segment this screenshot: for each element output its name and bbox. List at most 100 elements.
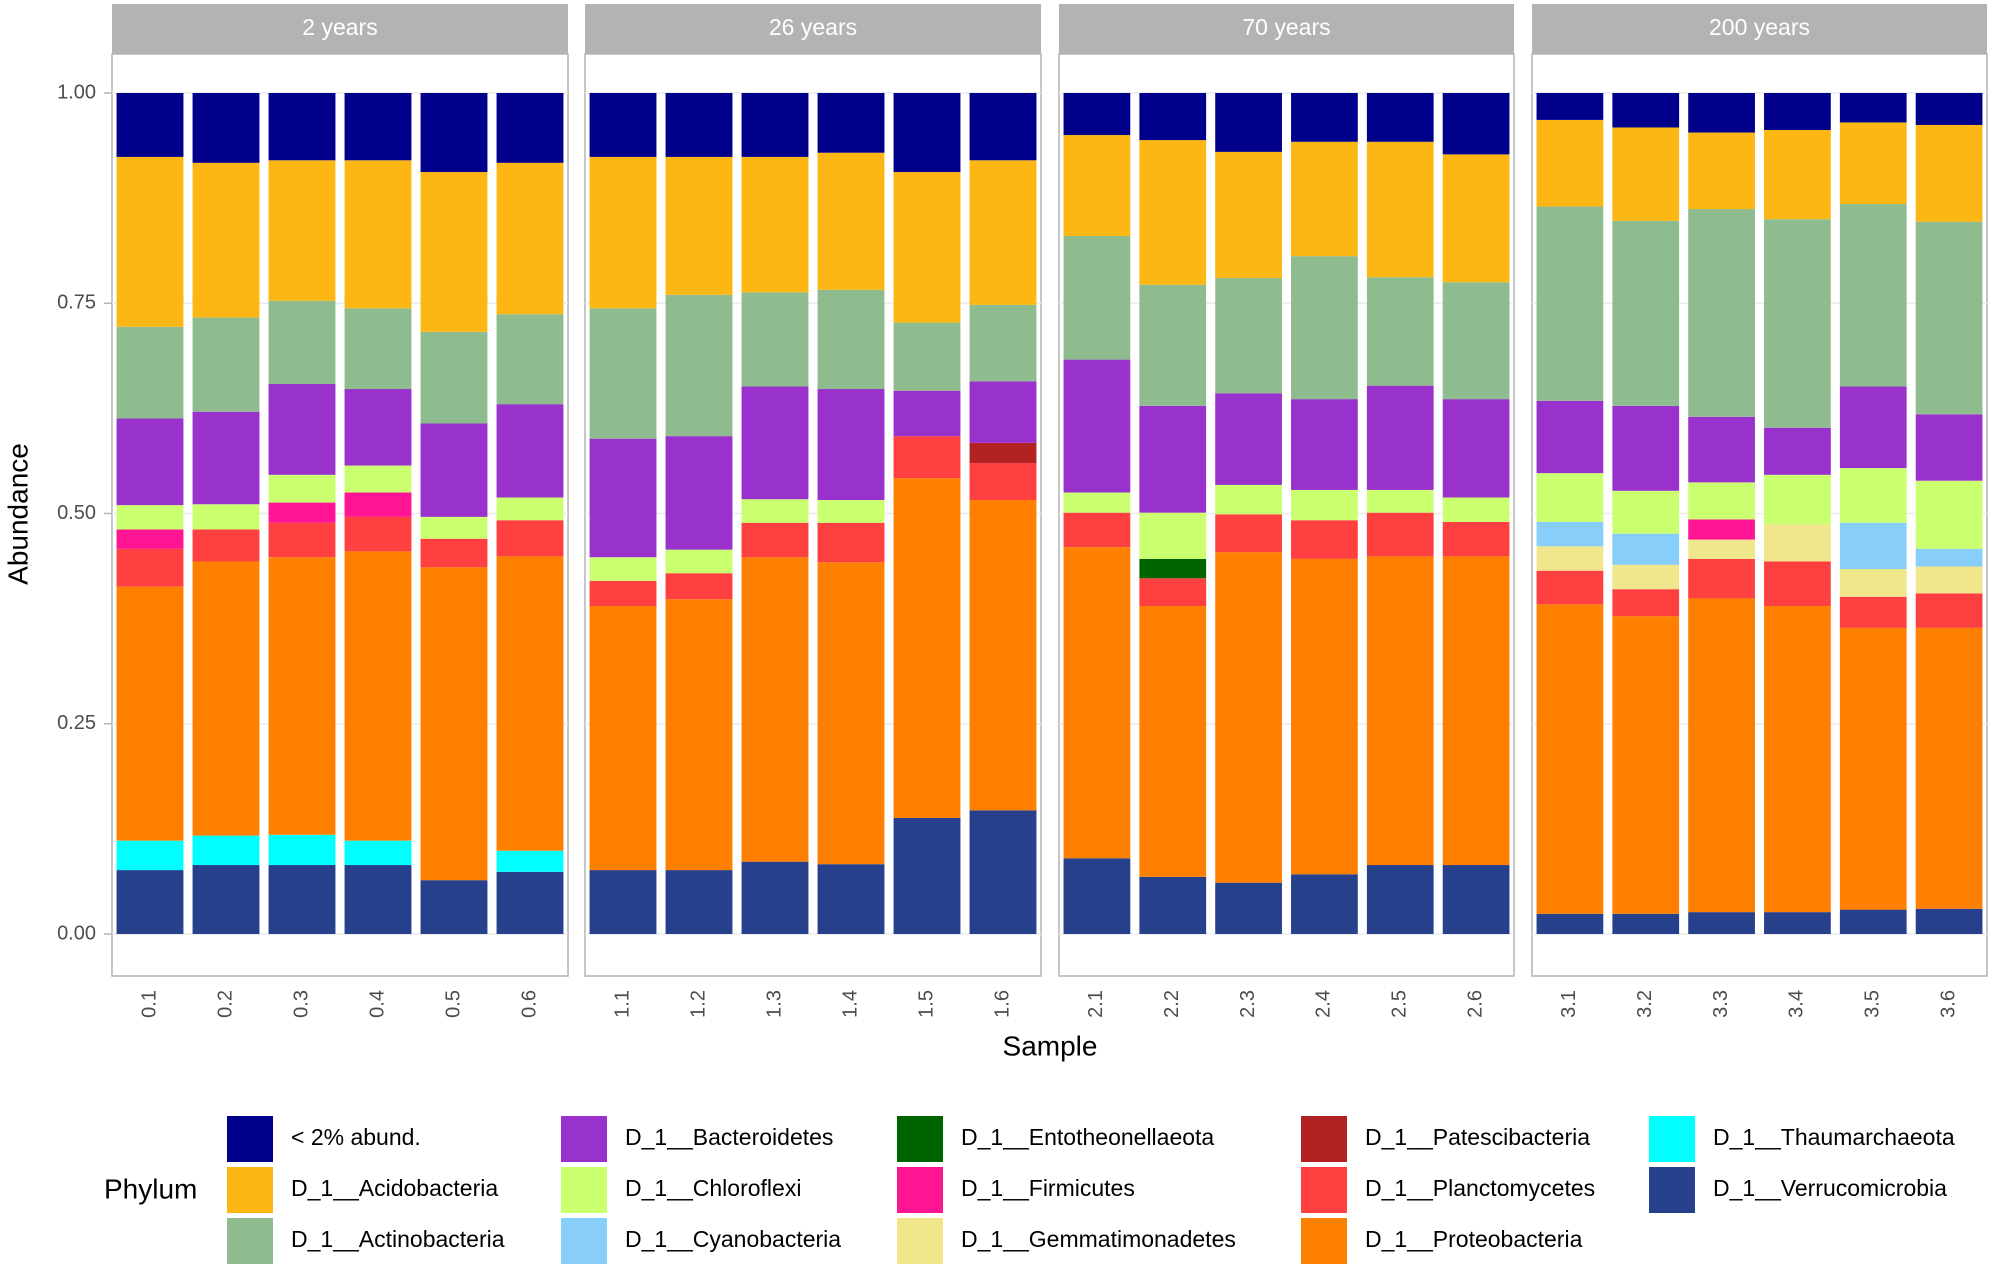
- bar-segment: [589, 580, 657, 607]
- bar-segment: [893, 172, 961, 323]
- bar-segment: [496, 162, 564, 315]
- bar-segment: [1915, 93, 1983, 125]
- bar-segment: [116, 505, 184, 530]
- x-tick-label: 1.2: [687, 990, 709, 1018]
- bar-segment: [1688, 519, 1755, 540]
- bar-segment: [268, 160, 336, 301]
- bar-segment: [1366, 385, 1434, 490]
- bar-segment: [1612, 589, 1680, 617]
- bar-segment: [741, 93, 809, 157]
- legend-label: D_1__Actinobacteria: [291, 1226, 505, 1252]
- x-tick-label: 0.5: [442, 990, 464, 1018]
- bar-segment: [420, 516, 488, 539]
- bar-segment: [1536, 604, 1604, 914]
- legend-label: D_1__Bacteroidetes: [625, 1124, 833, 1150]
- bar-segment: [344, 551, 412, 841]
- legend-label: D_1__Patescibacteria: [1365, 1124, 1590, 1150]
- bar-segment: [1688, 482, 1755, 520]
- bar-segment: [116, 870, 184, 934]
- x-tick-label: 1.5: [915, 990, 937, 1018]
- x-tick-label: 2.5: [1389, 990, 1411, 1018]
- bar-segment: [268, 865, 336, 934]
- bar-segment: [1063, 135, 1131, 236]
- bar-segment: [969, 463, 1037, 501]
- strip: [1059, 4, 1514, 54]
- bar-segment: [1915, 480, 1983, 549]
- bar-segment: [344, 389, 412, 466]
- bar-segment: [1366, 277, 1434, 386]
- bar-segment: [268, 383, 336, 475]
- facet-title: 70 years: [1242, 14, 1330, 40]
- bar-segment: [893, 817, 961, 934]
- panel: [584, 53, 1042, 977]
- bar-segment: [116, 156, 184, 327]
- x-tick-label: 2.3: [1237, 990, 1259, 1018]
- y-axis-title: Abundance: [2, 443, 33, 585]
- bar-segment: [420, 172, 488, 332]
- bar-segment: [817, 289, 885, 390]
- bar-segment: [1139, 606, 1207, 877]
- bar-segment: [1915, 548, 1983, 567]
- bar-segment: [741, 499, 809, 523]
- bar-segment: [589, 438, 657, 558]
- bar-segment: [1063, 512, 1131, 548]
- bar-segment: [192, 835, 260, 866]
- bar-segment: [116, 586, 184, 841]
- bar-segment: [1442, 865, 1510, 934]
- legend-label: D_1__Chloroflexi: [625, 1175, 801, 1201]
- bar-segment: [420, 423, 488, 517]
- bar-segment: [344, 840, 412, 866]
- bar-segment: [1839, 909, 1907, 934]
- legend-key: [1301, 1116, 1347, 1162]
- bar-segment: [589, 93, 657, 157]
- bar-segment: [1612, 93, 1680, 128]
- bar-segment: [1839, 468, 1907, 523]
- x-tick-label: 0.2: [214, 990, 236, 1018]
- bar-segment: [1063, 492, 1131, 513]
- bar-segment: [268, 834, 336, 866]
- bar-segment: [1291, 874, 1358, 934]
- bar-segment: [741, 522, 809, 558]
- bar-segment: [192, 162, 260, 318]
- bar-segment: [969, 442, 1037, 464]
- bar-segment: [1366, 93, 1434, 142]
- bar-segment: [665, 93, 733, 157]
- bar-segment: [1139, 512, 1207, 559]
- bar-segment: [1442, 154, 1510, 283]
- legend-key: [1301, 1218, 1347, 1264]
- bar-segment: [1063, 858, 1131, 934]
- bar-segment: [1291, 520, 1358, 559]
- bar-segment: [893, 390, 961, 437]
- bar-segment: [420, 880, 488, 934]
- bar-segment: [817, 522, 885, 563]
- strip: [112, 4, 568, 54]
- bar-segment: [1915, 566, 1983, 594]
- bar-segment: [969, 810, 1037, 934]
- bar-segment: [1139, 140, 1207, 285]
- bar-segment: [589, 156, 657, 309]
- bar-segment: [1688, 912, 1755, 934]
- legend-label: D_1__Planctomycetes: [1365, 1175, 1595, 1201]
- bar-segment: [192, 317, 260, 412]
- bar-segment: [665, 599, 733, 871]
- bar-segment: [893, 478, 961, 818]
- bar-segment: [344, 516, 412, 552]
- bar-segment: [496, 497, 564, 521]
- bar-segment: [1612, 127, 1680, 221]
- legend-key: [897, 1116, 943, 1162]
- bar-segment: [1764, 474, 1831, 525]
- bar-segment: [1688, 209, 1755, 417]
- bar-segment: [1536, 400, 1604, 474]
- bar-segment: [116, 93, 184, 157]
- panel: [1531, 53, 1988, 977]
- bar-segment: [116, 326, 184, 419]
- bar-segment: [741, 861, 809, 934]
- bar-segment: [1366, 512, 1434, 557]
- bar-segment: [1839, 522, 1907, 570]
- bar-segment: [817, 93, 885, 153]
- x-tick-label: 2.6: [1464, 990, 1486, 1018]
- bar-segment: [1839, 596, 1907, 628]
- bar-segment: [116, 418, 184, 506]
- x-tick-label: 3.4: [1786, 990, 1808, 1018]
- bar-segment: [1063, 235, 1131, 360]
